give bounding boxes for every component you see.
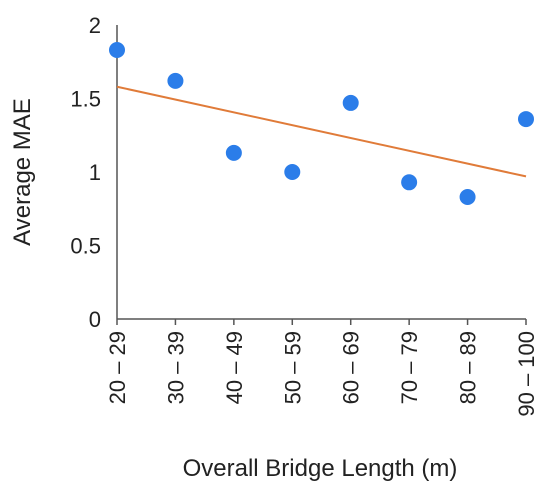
data-point-2 xyxy=(225,144,242,161)
x-tick-label-2: 40 – 49 xyxy=(222,331,247,404)
data-point-0 xyxy=(109,41,125,58)
x-tick-label-4: 60 – 69 xyxy=(339,331,364,404)
y-tick-label-1: 0.5 xyxy=(70,234,101,259)
x-tick-label-1: 30 – 39 xyxy=(163,331,188,404)
y-tick-label-3: 1.5 xyxy=(70,87,101,112)
x-tick-labels: 20 – 29 30 – 39 40 – 49 50 – 59 60 – 69 70 – … xyxy=(105,331,539,417)
x-axis-title: Overall Bridge Length (m) xyxy=(183,455,458,482)
x-tick-label-7: 90 – 100 xyxy=(514,331,539,417)
data-point-6 xyxy=(459,188,476,205)
x-tick-label-6: 80 – 89 xyxy=(456,331,481,404)
data-points xyxy=(109,41,534,205)
data-point-5 xyxy=(401,174,418,191)
x-tick-label-3: 50 – 59 xyxy=(280,331,305,404)
x-tick-label-0: 20 – 29 xyxy=(105,331,130,404)
trendline xyxy=(116,85,527,178)
y-tick-label-2: 1 xyxy=(89,160,101,185)
data-point-3 xyxy=(284,164,301,180)
x-tick-marks xyxy=(116,319,527,325)
y-tick-label-4: 2 xyxy=(89,13,101,38)
x-tick-label-5: 70 – 79 xyxy=(397,331,422,404)
y-tick-labels: 0 0.5 1 1.5 2 xyxy=(70,13,101,332)
y-axis-title: Average MAE xyxy=(9,98,36,246)
data-point-4 xyxy=(342,94,359,111)
data-point-1 xyxy=(167,72,184,89)
y-tick-label-0: 0 xyxy=(89,307,101,332)
data-point-7 xyxy=(518,111,534,128)
